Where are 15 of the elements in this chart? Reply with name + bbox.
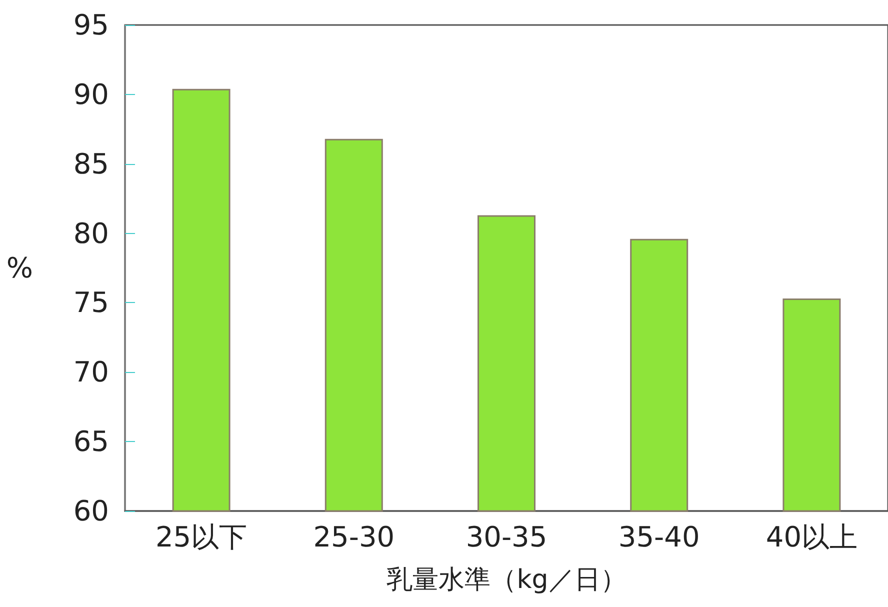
x-tick-label: 25以下: [155, 520, 248, 554]
y-tick-label: 95: [73, 8, 109, 42]
y-tick-label: 60: [73, 494, 109, 528]
y-axis-title: %: [6, 252, 33, 284]
y-tick-label: 70: [73, 356, 109, 389]
x-tick-label: 40以上: [766, 520, 858, 554]
y-tick-label: 85: [73, 147, 109, 180]
y-tick-label: 65: [73, 425, 109, 458]
x-tick-label: 30-35: [466, 520, 548, 554]
y-tick-label: 90: [73, 78, 109, 111]
y-tick-label: 75: [73, 286, 109, 320]
x-tick-label: 25-30: [313, 520, 395, 554]
x-tick-label: 35-40: [618, 520, 700, 554]
y-tick-label: 80: [73, 216, 109, 250]
x-axis-title: 乳量水準（kg／日）: [386, 565, 626, 595]
